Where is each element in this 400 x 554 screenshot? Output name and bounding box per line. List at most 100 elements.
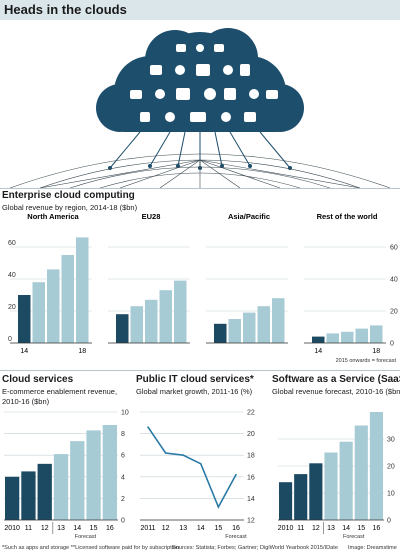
x-tick-label: 13 — [179, 525, 187, 532]
y-tick-label: 18 — [247, 453, 255, 460]
bar — [354, 425, 368, 520]
x-tick-label: 16 — [373, 525, 381, 532]
y-tick-label: 8 — [121, 431, 125, 438]
x-tick-label: 11 — [25, 525, 32, 532]
bar — [243, 312, 256, 343]
bar — [116, 314, 129, 343]
x-tick-label: 16 — [106, 525, 114, 532]
y-tick-label: 6 — [121, 453, 125, 460]
section-divider — [0, 370, 400, 371]
forecast-note: 2015 onwards = forecast — [336, 358, 397, 364]
y-tick-label: 10 — [387, 491, 395, 498]
x-tick-label: 15 — [357, 525, 365, 532]
bar — [70, 441, 85, 520]
panel-title: Asia/Pacific — [228, 212, 270, 221]
bar — [145, 299, 158, 343]
y-tick-label: 0 — [121, 518, 125, 525]
bar — [174, 280, 187, 343]
cloud-services-title: Cloud services — [2, 374, 74, 385]
bar — [326, 333, 339, 343]
bar — [21, 471, 36, 520]
x-tick-label: 14 — [20, 348, 28, 355]
bar — [159, 290, 172, 343]
bar — [309, 463, 323, 520]
bar — [312, 336, 325, 343]
y-tick-label: 0 — [8, 336, 12, 343]
bar — [279, 482, 293, 520]
x-tick-label: 13 — [57, 525, 65, 532]
bar — [355, 328, 368, 343]
bar — [32, 282, 45, 343]
saas-chart: 0 10 20 30 2010 11 12 13 14 15 16 Forecast — [278, 412, 395, 538]
y-tick-label: 2 — [121, 496, 125, 503]
bar — [102, 424, 117, 520]
y-tick-label: 20 — [387, 464, 395, 471]
cloud-illustration — [0, 20, 400, 189]
cloud-services-subtitle: E-commerce enablement revenue, 2010-16 (… — [2, 387, 118, 406]
enterprise-title: Enterprise cloud computing — [2, 190, 135, 201]
bar — [370, 325, 383, 343]
cloud-network-icon — [9, 28, 391, 189]
sources: Sources: Statista; Forbes; Gartner; Digi… — [172, 545, 338, 551]
bar — [53, 454, 69, 520]
bar — [5, 476, 20, 520]
saas-subtitle: Global revenue forecast, 2010-16 ($bn) — [272, 387, 400, 396]
y-tick-label: 0 — [390, 341, 394, 348]
y-tick-label: 16 — [247, 474, 255, 481]
bar — [341, 331, 354, 343]
x-tick-label: 11 — [297, 525, 304, 532]
x-tick-label: 18 — [78, 348, 86, 355]
growth-line — [147, 426, 237, 509]
data-point — [147, 426, 149, 428]
data-point — [235, 473, 237, 476]
bar — [214, 323, 227, 343]
x-tick-label: 2010 — [4, 525, 20, 532]
enterprise-subtitle: Global revenue by region, 2014-18 ($bn) — [2, 203, 138, 212]
section-divider — [0, 188, 400, 189]
data-point — [200, 463, 202, 465]
bar — [228, 319, 241, 343]
data-point — [217, 506, 220, 508]
x-tick-label: 12 — [162, 525, 170, 532]
panel-title: Rest of the world — [317, 212, 378, 221]
x-tick-label: 2011 — [140, 525, 155, 532]
y-tick-label: 20 — [390, 309, 398, 316]
panel-title: North America — [27, 212, 79, 221]
y-tick-label: 20 — [247, 431, 255, 438]
y-tick-label: 4 — [121, 474, 125, 481]
x-tick-label: 15 — [215, 525, 223, 532]
y-tick-label: 40 — [390, 277, 398, 284]
bar — [339, 441, 353, 520]
bar — [369, 412, 383, 520]
x-tick-label: 14 — [197, 525, 205, 532]
public-it-chart: 12 14 16 18 20 22 2011 12 13 14 15 16 Forecast — [140, 410, 255, 538]
bar — [294, 474, 308, 520]
panel-title: EU28 — [142, 212, 161, 221]
x-tick-label: 12 — [312, 525, 320, 532]
data-point — [164, 452, 167, 454]
x-tick-label: 14 — [342, 525, 350, 532]
x-tick-label: 14 — [73, 525, 81, 532]
x-tick-label: 18 — [372, 348, 380, 355]
enterprise-chart: North America 0 20 40 60 14 18 EU28 Asia/Pacific… — [8, 212, 398, 364]
x-tick-label: 2010 — [278, 525, 294, 532]
y-tick-label: 40 — [8, 272, 16, 279]
y-tick-label: 20 — [8, 304, 16, 311]
data-point — [182, 454, 184, 456]
public-it-subtitle: Global market growth, 2011-16 (%) — [136, 387, 253, 396]
y-tick-label: 12 — [247, 518, 255, 525]
page-title: Heads in the clouds — [4, 2, 127, 17]
y-tick-label: 30 — [387, 437, 395, 444]
bar — [86, 430, 101, 520]
x-tick-label: 14 — [314, 348, 322, 355]
bar — [61, 255, 74, 343]
bar — [18, 295, 31, 343]
bar — [47, 269, 60, 343]
forecast-label: Forecast — [225, 534, 247, 538]
y-tick-label: 14 — [247, 496, 255, 503]
y-tick-label: 10 — [121, 410, 129, 417]
y-tick-label: 22 — [247, 410, 255, 417]
footnote: *Such as apps and storage **Licensed sof… — [2, 545, 180, 551]
title-bar: Heads in the clouds — [0, 0, 400, 20]
x-tick-label: 15 — [90, 525, 98, 532]
